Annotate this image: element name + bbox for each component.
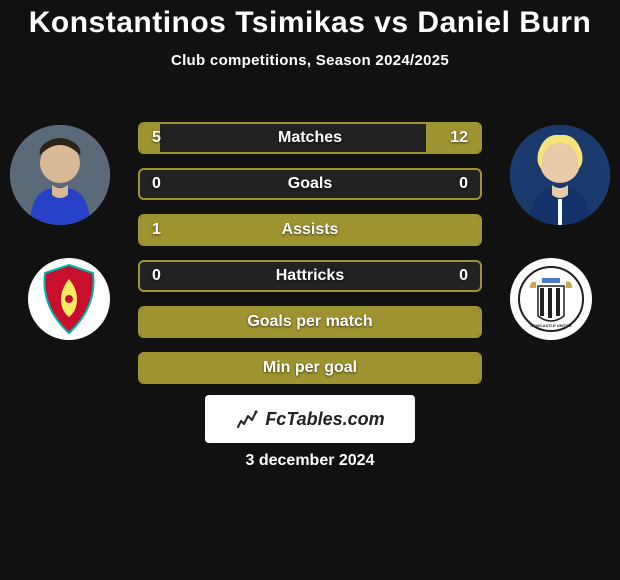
stat-label: Matches (278, 129, 342, 147)
player-left-photo (10, 125, 110, 225)
stat-bar: 0 0 Hattricks (138, 260, 482, 292)
fctables-logo-icon (235, 407, 259, 431)
stat-value-left: 5 (152, 129, 161, 147)
stat-value-right: 12 (450, 129, 468, 147)
stat-label: Assists (282, 221, 339, 239)
stat-label: Hattricks (276, 267, 344, 285)
stat-value-left: 0 (152, 175, 161, 193)
stat-bar: 5 12 Matches (138, 122, 482, 154)
stat-value-left: 1 (152, 221, 161, 239)
club-left-crest (28, 258, 110, 340)
stat-value-right: 0 (459, 267, 468, 285)
fctables-text: FcTables.com (265, 409, 384, 430)
stat-bar: 1 Assists (138, 214, 482, 246)
stats-zone: 5 12 Matches 0 0 Goals 1 Assists 0 0 Hattricks Goal… (138, 122, 482, 398)
club-right-crest: NEWCASTLE UNITED (510, 258, 592, 340)
comparison-infographic: Konstantinos Tsimikas vs Daniel Burn Clu… (0, 0, 620, 580)
stat-value-left: 0 (152, 267, 161, 285)
fctables-badge: FcTables.com (205, 395, 415, 443)
stat-bar: 0 0 Goals (138, 168, 482, 200)
stat-value-right: 0 (459, 175, 468, 193)
stat-label: Min per goal (263, 359, 357, 377)
stat-label: Goals per match (247, 313, 372, 331)
title: Konstantinos Tsimikas vs Daniel Burn (0, 0, 620, 40)
stat-bar: Goals per match (138, 306, 482, 338)
date: 3 december 2024 (0, 452, 620, 470)
stat-bar: Min per goal (138, 352, 482, 384)
svg-text:NEWCASTLE UNITED: NEWCASTLE UNITED (530, 323, 571, 328)
player-right-photo (510, 125, 610, 225)
liverpool-crest-icon (39, 263, 99, 335)
newcastle-crest-icon: NEWCASTLE UNITED (518, 266, 584, 332)
player-right-avatar-icon (510, 125, 610, 225)
stat-label: Goals (288, 175, 332, 193)
player-left-avatar-icon (10, 125, 110, 225)
subtitle: Club competitions, Season 2024/2025 (0, 52, 620, 69)
